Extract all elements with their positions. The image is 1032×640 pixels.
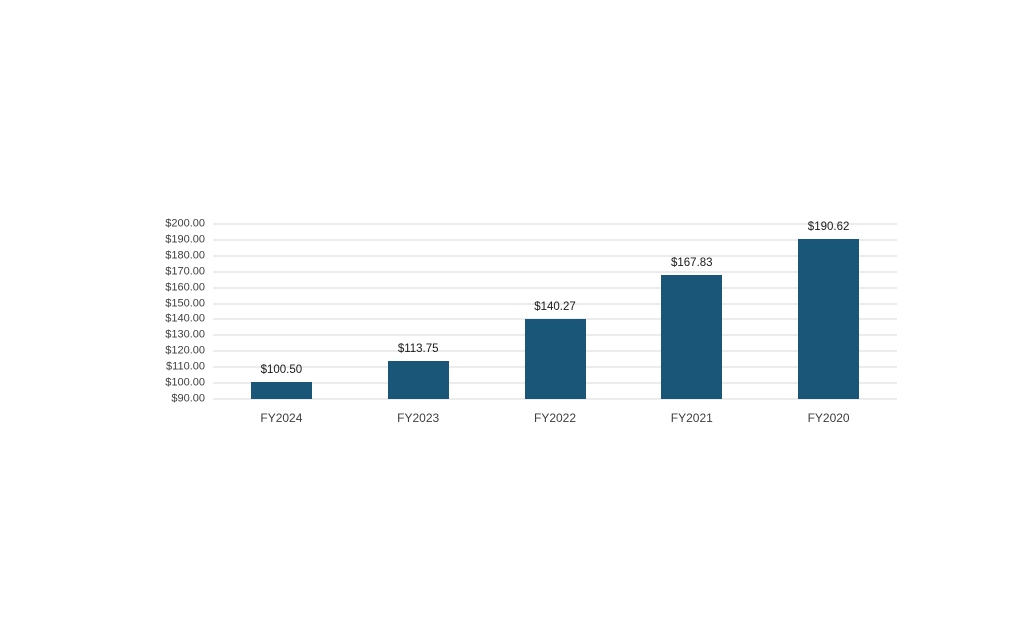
bar-fy2021 [661,275,723,399]
bar-fy2022 [524,319,586,399]
gridline [213,287,897,289]
bar-value-label-fy2022: $140.27 [534,301,576,314]
gridline [213,398,897,400]
y-axis-tick-label: $110.00 [166,360,205,373]
bar-value-label-fy2021: $167.83 [671,257,713,270]
x-axis-category-label-fy2020: FY2020 [807,411,850,425]
gridline [213,271,897,273]
bar-value-label-fy2020: $190.62 [807,220,850,233]
bar-fy2024 [250,382,312,399]
y-axis-tick-label: $190.00 [165,233,205,246]
gridline [213,255,897,257]
y-axis-tick-label: $150.00 [165,297,205,310]
y-axis-tick-label: $140.00 [165,312,205,325]
bar-chart-plot-area: $90.00 $100.00 $110.00 $120.00 $130.00 $140.0… [165,218,897,425]
bar-fy2020 [798,238,860,399]
y-axis-tick-label: $200.00 [165,217,205,230]
y-axis-tick-label: $130.00 [165,328,205,341]
gridline [213,303,897,305]
x-axis-category-label-fy2024: FY2024 [260,411,303,425]
y-axis-tick-label: $90.00 [171,392,205,405]
y-axis-tick-label: $160.00 [165,281,205,294]
gridline [213,239,897,241]
gridline [213,223,897,225]
bar-value-label-fy2023: $113.75 [397,343,439,356]
y-axis-tick-label: $170.00 [165,265,205,278]
bar-value-label-fy2024: $100.50 [260,364,303,377]
x-axis-category-label-fy2022: FY2022 [533,411,577,425]
bar-fy2023 [387,361,449,399]
x-axis-category-label-fy2023: FY2023 [397,411,440,425]
x-axis-category-label-fy2021: FY2021 [670,411,713,425]
y-axis-tick-label: $100.00 [165,376,205,389]
y-axis-tick-label: $180.00 [165,249,205,262]
y-axis-tick-label: $120.00 [165,344,205,357]
